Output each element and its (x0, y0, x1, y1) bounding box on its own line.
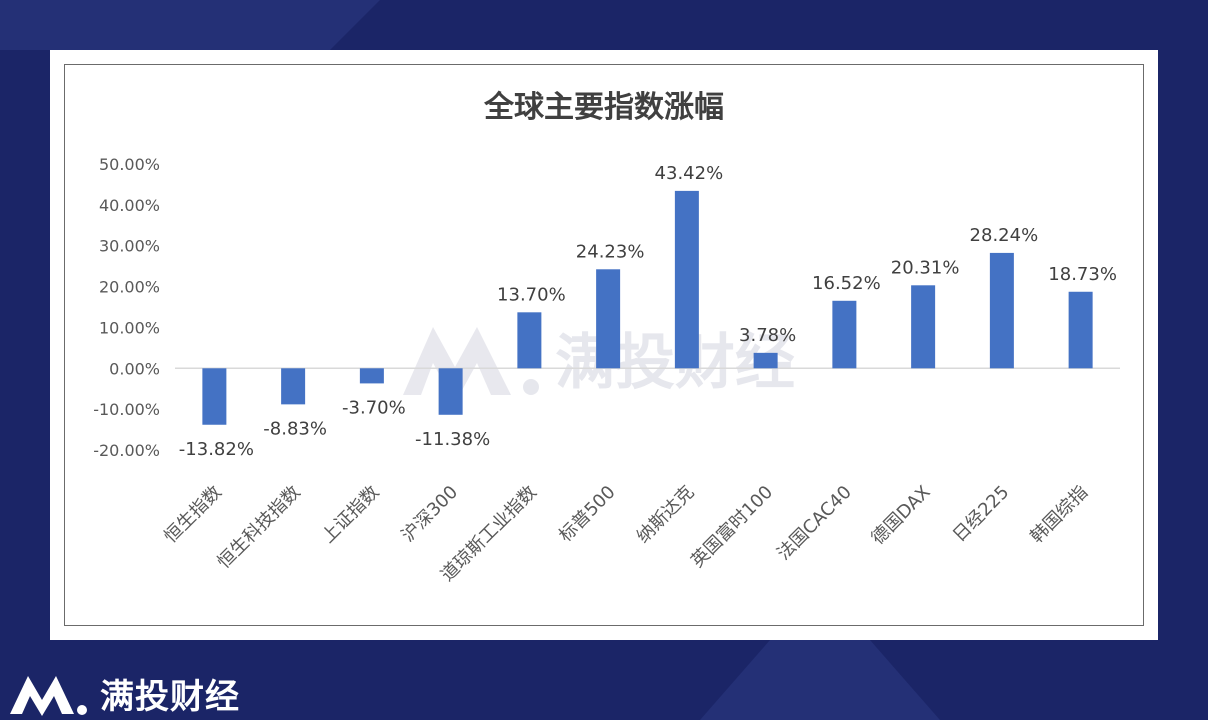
category-label: 上证指数 (318, 482, 384, 548)
chart-title: 全球主要指数涨幅 (483, 90, 724, 125)
bar (281, 368, 306, 405)
bar (359, 368, 384, 384)
data-label: 18.73% (1048, 264, 1117, 285)
y-tick-label: 20.00% (99, 278, 160, 297)
data-label: 43.42% (655, 163, 724, 184)
bar (596, 269, 621, 369)
bars (202, 190, 1093, 425)
data-label: -11.38% (415, 429, 490, 450)
category-label: 日经225 (949, 482, 1014, 547)
data-label: 3.78% (739, 325, 796, 346)
bar (517, 312, 542, 369)
data-labels: -13.82% -8.83% -3.70% -11.38% 13.70% 24.23% 43… (179, 163, 1117, 460)
mountain-m-logo-icon (10, 676, 87, 716)
data-label: -13.82% (179, 439, 254, 460)
chart-frame: 满投财经 全球主要指数涨幅 -20.00%-10.00%0.00%10.00%2… (50, 50, 1158, 640)
bar-chart: 满投财经 全球主要指数涨幅 -20.00%-10.00%0.00%10.00%2… (93, 90, 1120, 586)
bar (202, 368, 227, 425)
category-label: 法国CAC40 (773, 482, 856, 565)
data-label: 28.24% (970, 225, 1039, 246)
bar (1068, 291, 1093, 369)
y-axis-ticks: -20.00% -10.00% 0.00% 10.00% 20.00% 30.00% 40.… (93, 155, 160, 460)
brand: 满投财经 (8, 668, 240, 718)
bar (438, 368, 463, 415)
data-label: -3.70% (342, 397, 406, 418)
data-label: 24.23% (576, 241, 645, 262)
data-label: 20.31% (891, 257, 960, 278)
bar (753, 352, 778, 369)
category-label: 恒生指数 (160, 482, 226, 548)
bar (911, 285, 936, 369)
category-label: 标普500 (555, 482, 620, 547)
category-label: 韩国综指 (1026, 482, 1092, 548)
watermark-logo-icon (403, 327, 511, 403)
y-tick-label: 40.00% (99, 196, 160, 215)
data-label: 16.52% (812, 273, 881, 294)
data-label: -8.83% (263, 418, 327, 439)
bar (989, 252, 1014, 369)
bar (674, 190, 699, 369)
y-tick-label: 30.00% (99, 237, 160, 256)
y-tick-label: -10.00% (93, 400, 160, 419)
bar (832, 300, 857, 369)
category-label: 纳斯达克 (633, 482, 699, 548)
category-label: 恒生科技指数 (213, 482, 304, 573)
y-tick-label: 10.00% (99, 318, 160, 337)
category-label: 德国DAX (867, 482, 934, 549)
y-tick-label: 50.00% (99, 155, 160, 174)
watermark-logo-dot (523, 379, 539, 395)
y-tick-label: -20.00% (93, 441, 160, 460)
y-tick-label: 0.00% (109, 359, 160, 378)
category-label: 英国富时100 (687, 482, 777, 572)
brand-name: 满投财经 (100, 676, 240, 717)
data-label: 13.70% (497, 284, 566, 305)
category-label: 沪深300 (398, 482, 463, 547)
chart-container: 满投财经 全球主要指数涨幅 -20.00%-10.00%0.00%10.00%2… (64, 64, 1144, 626)
